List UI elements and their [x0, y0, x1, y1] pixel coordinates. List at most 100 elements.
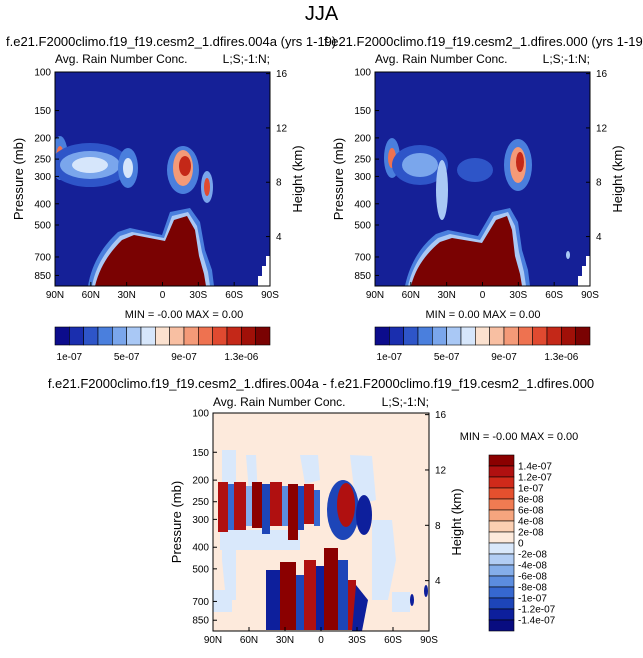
panel-1-colorbar-swatch — [140, 326, 156, 346]
panel-1-ytick-label: 850 — [34, 271, 51, 282]
panel-2-colorbar-swatch — [575, 326, 591, 346]
panel-2-colorbar-swatch — [389, 326, 404, 346]
panel-3-xtick-label: 60N — [240, 635, 258, 646]
panel-3-colorbar-swatch — [488, 619, 515, 632]
panel-2-xtick-label: 60N — [402, 290, 420, 301]
panel-3-colorbar-label: -1e-07 — [518, 594, 547, 605]
panel-3-ytick-label: 100 — [192, 409, 209, 420]
panel-1-y2tick-label: 16 — [276, 69, 288, 80]
panel-3-xtick-label: 90N — [204, 635, 222, 646]
panel-3-ytick-label: 500 — [192, 564, 209, 575]
panel-3-colorbar-label: -1.2e-07 — [518, 605, 556, 616]
panel-1-xtick-label: 0 — [160, 290, 166, 301]
panel-1-colorbar-swatch — [112, 326, 127, 346]
panel-1: f.e21.F2000climo.f19_f19.cesm2_1.dfires.… — [6, 34, 336, 363]
panel-3-colorbar-label: 1.4e-07 — [518, 462, 552, 473]
panel-1-ytick-label: 200 — [34, 133, 51, 144]
panel-3-ytick-label: 200 — [192, 476, 209, 487]
panel-2-colorbar: 1e-07 5e-07 9e-07 1.3e-06 — [374, 326, 591, 363]
panel-3-colorbar-label: -1.4e-07 — [518, 616, 556, 627]
panel-1-colorbar-swatch — [126, 326, 142, 346]
panel-2-xtick-label: 30N — [437, 290, 455, 301]
panel-3-colorbar: 1.4e-071.2e-071e-078e-086e-084e-082e-080… — [488, 454, 556, 632]
panel-1-colorbar-swatch — [241, 326, 256, 346]
panel-1-y2label: Height (km) — [290, 145, 305, 212]
panel-1-xtick-label: 30N — [117, 290, 135, 301]
panel-1-y2tick-label: 12 — [276, 123, 288, 134]
panel-2-minmax: MIN = 0.00 MAX = 0.00 — [426, 309, 541, 321]
panel-1-colorbar-label: 1e-07 — [57, 352, 83, 363]
panel-3-colorbar-label: 1e-07 — [518, 484, 544, 495]
panel-3-colorbar-swatch — [488, 542, 515, 555]
panel-3-field-label: Avg. Rain Number Conc. — [213, 395, 346, 409]
panel-3-colorbar-label: -2e-08 — [518, 550, 547, 561]
panel-3-colorbar-label: 2e-08 — [518, 528, 544, 539]
panel-1-xtick-label: 60S — [225, 290, 243, 301]
panel-3-ytick-label: 150 — [192, 448, 209, 459]
panel-1-colorbar-swatch — [97, 326, 113, 346]
panel-1-colorbar-swatch — [54, 326, 70, 346]
panel-2-ytick-label: 300 — [354, 172, 371, 183]
panel-2-case-title: f.e21.F2000climo.f19_f19.cesm2_1.dfires.… — [324, 34, 643, 49]
panel-2-colorbar-label: 5e-07 — [434, 352, 460, 363]
panel-2-ytick-label: 700 — [354, 252, 371, 263]
panel-3-y2tick-label: 8 — [435, 521, 441, 532]
panel-1-colorbar-swatch — [212, 326, 228, 346]
panel-3-xtick-label: 30S — [348, 635, 366, 646]
panel-1-colorbar-swatch — [169, 326, 185, 346]
panel-3-heatmap — [213, 413, 429, 631]
panel-2-colorbar-swatch — [432, 326, 447, 346]
panel-1-colorbar-label: 1.3e-06 — [224, 352, 258, 363]
panel-1-field-label: Avg. Rain Number Conc. — [55, 52, 188, 66]
panel-3-colorbar-swatch — [488, 531, 515, 544]
panel-1-minmax: MIN = -0.00 MAX = 0.00 — [125, 309, 244, 321]
panel-3-colorbar-swatch — [488, 553, 515, 566]
panel-1-colorbar-swatch — [155, 326, 170, 346]
panel-3-xtick-label: 30N — [276, 635, 294, 646]
panel-2-heatmap — [375, 72, 590, 286]
panel-1-heatmap — [55, 72, 270, 286]
panel-1-case-title: f.e21.F2000climo.f19_f19.cesm2_1.dfires.… — [6, 34, 336, 49]
panel-3-colorbar-swatch — [488, 465, 515, 478]
panel-3-xtick-label: 90S — [420, 635, 438, 646]
panel-2-colorbar-swatch — [446, 326, 462, 346]
panel-3-colorbar-label: 4e-08 — [518, 517, 544, 528]
panel-3-colorbar-swatch — [488, 454, 515, 467]
panel-3-colorbar-label: 8e-08 — [518, 495, 544, 506]
panel-2-ytick-label: 200 — [354, 133, 371, 144]
panel-1-y2tick-label: 8 — [276, 178, 282, 189]
panel-1-colorbar-swatch — [255, 326, 271, 346]
panel-2-colorbar-label: 1.3e-06 — [544, 352, 578, 363]
panel-3-minmax: MIN = -0.00 MAX = 0.00 — [460, 431, 579, 443]
panel-3-colorbar-label: -4e-08 — [518, 561, 547, 572]
panel-2-y2tick-label: 16 — [596, 69, 608, 80]
panel-2-corner-label: L;S;-1:N; — [543, 52, 590, 66]
panel-3-ytick-label: 400 — [192, 543, 209, 554]
panel-1-ytick-label: 250 — [34, 155, 51, 166]
panel-2-colorbar-swatch — [518, 326, 533, 346]
panel-1-colorbar: 1e-07 5e-07 9e-07 1.3e-06 — [54, 326, 271, 363]
panel-2: f.e21.F2000climo.f19_f19.cesm2_1.dfires.… — [324, 34, 643, 363]
panel-2-colorbar-swatch — [561, 326, 576, 346]
panel-3-y2label: Height (km) — [449, 488, 464, 555]
panel-2-ytick-label: 150 — [354, 106, 371, 117]
panel-1-xtick-label: 60N — [82, 290, 100, 301]
panel-1-ylabel: Pressure (mb) — [11, 138, 26, 220]
panel-3-ytick-label: 300 — [192, 515, 209, 526]
panel-2-colorbar-label: 1e-07 — [377, 352, 403, 363]
panel-3-colorbar-label: -8e-08 — [518, 583, 547, 594]
panel-1-y2tick-label: 4 — [276, 232, 282, 243]
panel-1-ytick-label: 150 — [34, 106, 51, 117]
panel-2-ylabel: Pressure (mb) — [331, 138, 346, 220]
panel-1-colorbar-label: 5e-07 — [114, 352, 140, 363]
panel-2-colorbar-swatch — [532, 326, 548, 346]
panel-1-colorbar-swatch — [83, 326, 99, 346]
panel-1-colorbar-swatch — [198, 326, 213, 346]
page-title: JJA — [304, 3, 339, 25]
panel-2-colorbar-swatch — [546, 326, 562, 346]
panel-3-ylabel: Pressure (mb) — [169, 481, 184, 563]
panel-3-colorbar-swatch — [488, 520, 515, 533]
panel-2-colorbar-swatch — [489, 326, 505, 346]
panel-3-y2tick-label: 16 — [435, 410, 447, 421]
